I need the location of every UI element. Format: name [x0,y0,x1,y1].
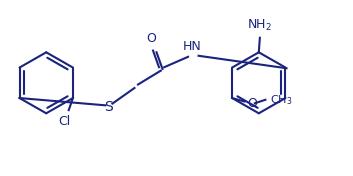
Text: HN: HN [183,40,202,53]
Text: CH$_3$: CH$_3$ [270,93,292,107]
Text: O: O [247,97,257,110]
Text: O: O [146,32,156,45]
Text: NH$_2$: NH$_2$ [247,18,273,33]
Text: Cl: Cl [58,115,70,128]
Text: S: S [104,100,113,114]
